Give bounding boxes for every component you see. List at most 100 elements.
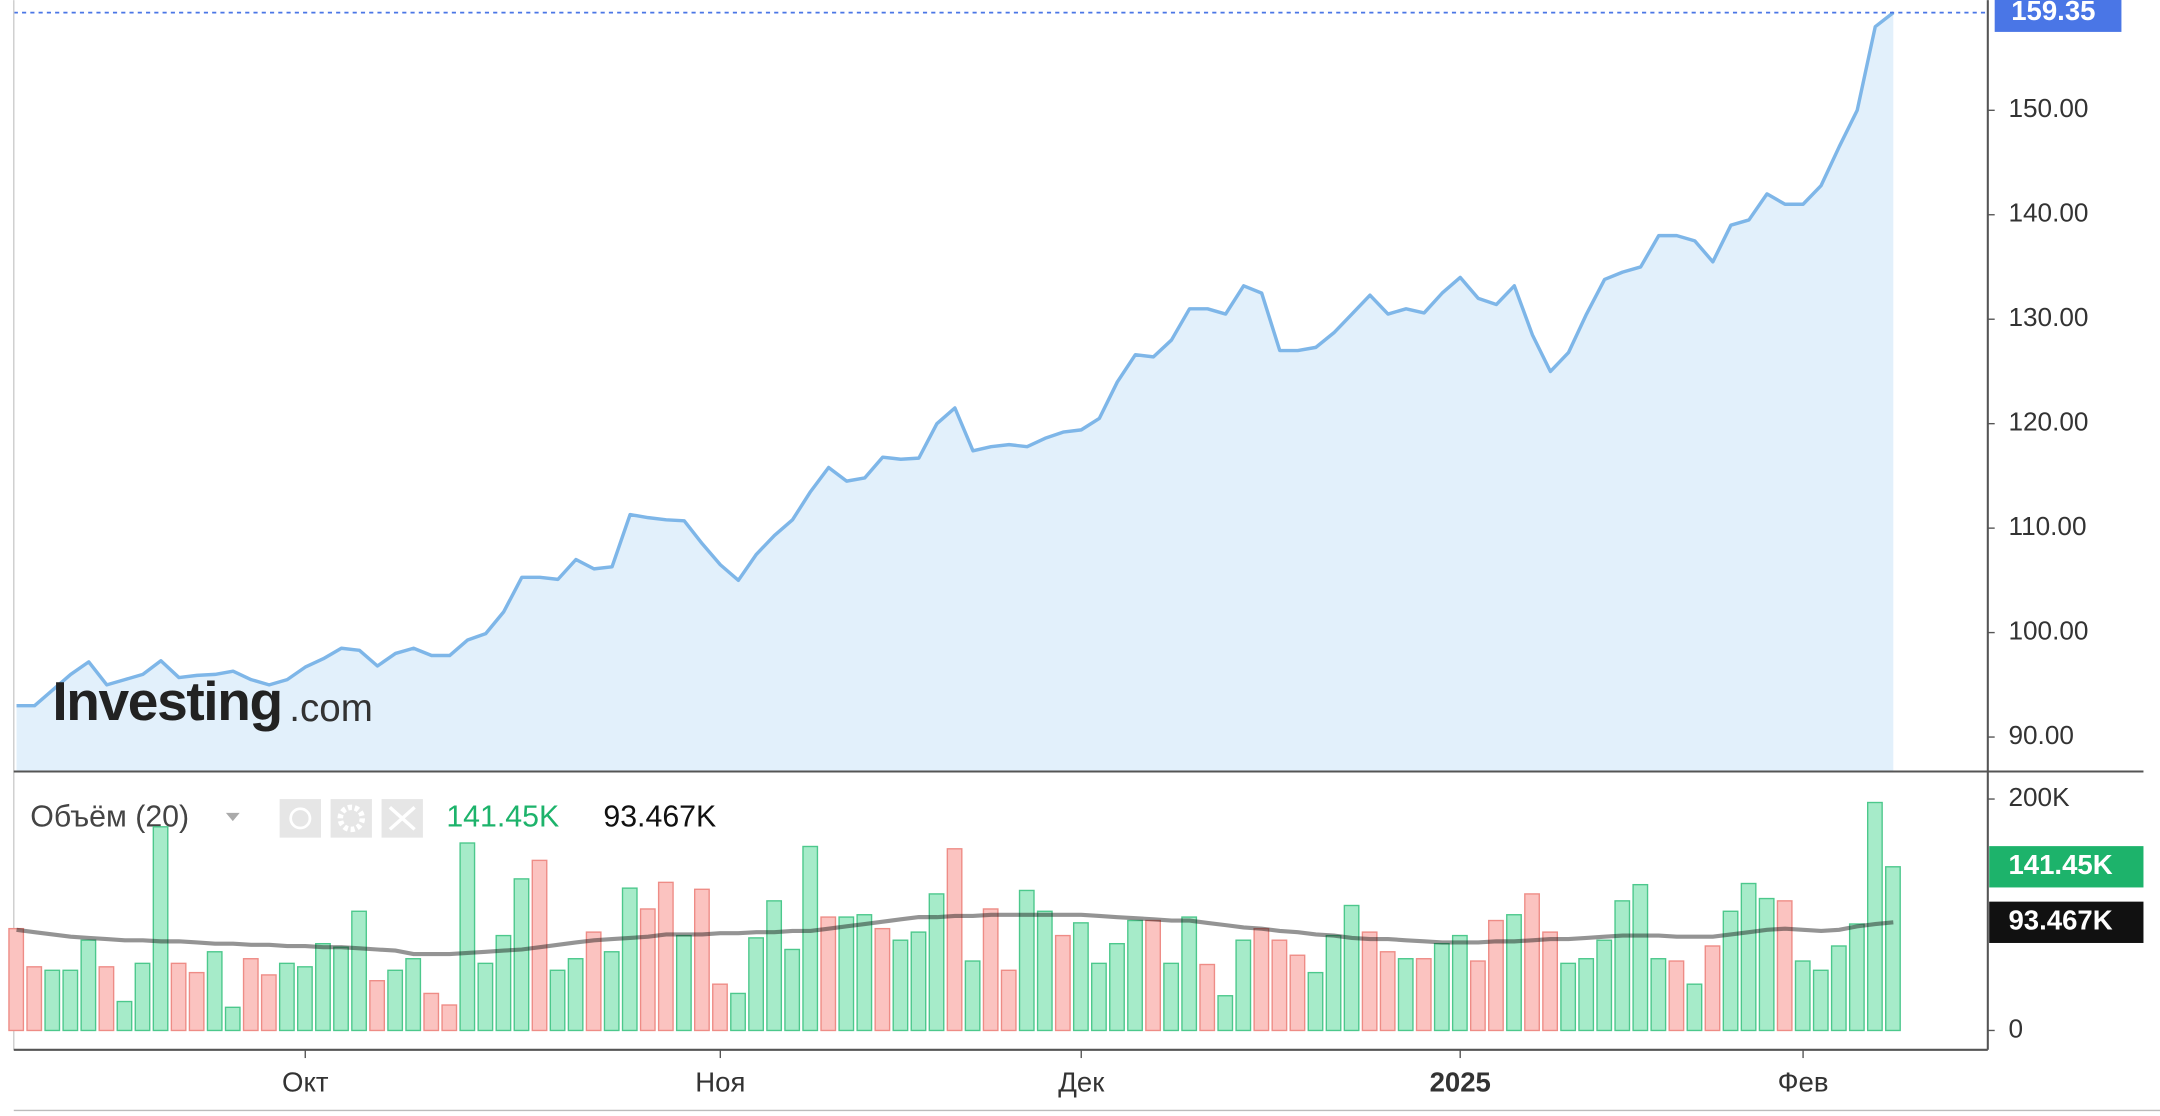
volume-bar — [1109, 942, 1125, 1032]
volume-bar — [513, 878, 530, 1032]
x-tick-label: 2025 — [1430, 1067, 1491, 1098]
volume-bar — [675, 934, 692, 1032]
volume-bar — [1632, 883, 1649, 1032]
volume-bar — [1289, 954, 1306, 1032]
volume-bar — [1181, 916, 1198, 1032]
volume-bar — [1325, 934, 1342, 1032]
volume-bar — [80, 939, 97, 1032]
volume-bar — [297, 966, 313, 1032]
volume-bar — [1018, 889, 1035, 1032]
volume-bar — [766, 900, 783, 1032]
last-price-label: 159.35 — [2011, 0, 2095, 26]
last-value-box — [1989, 846, 2144, 888]
y-tick-label: 0 — [2008, 1013, 2023, 1043]
volume-bar — [730, 992, 746, 1032]
volume-bar — [1722, 910, 1739, 1032]
volume-bar — [946, 848, 963, 1032]
x-tick-label: Дек — [1058, 1067, 1105, 1098]
last-value-label: 93.467K — [2008, 905, 2112, 936]
volume-bar — [188, 971, 205, 1032]
volume-bar — [1614, 900, 1631, 1032]
volume-bar — [1686, 983, 1703, 1032]
logo-suffix: .com — [289, 687, 373, 730]
volume-bar — [603, 951, 620, 1032]
volume-bar — [712, 983, 728, 1032]
volume-bar — [116, 1000, 133, 1032]
dropdown-arrow[interactable] — [225, 812, 240, 822]
volume-bar — [26, 966, 43, 1032]
volume-bar — [1379, 951, 1396, 1032]
volume-bar — [1885, 866, 1901, 1032]
eye-button[interactable] — [279, 799, 321, 838]
price-line — [16, 11, 1895, 708]
volume-bar — [856, 914, 873, 1032]
volume-bar — [1072, 922, 1089, 1032]
volume-bar — [441, 1004, 458, 1032]
volume-bar — [1163, 962, 1180, 1032]
volume-bar — [1758, 897, 1775, 1032]
volume-bar — [1451, 934, 1468, 1032]
volume-bar — [351, 910, 367, 1032]
volume-bar — [1542, 931, 1559, 1032]
last-value-label: 141.45K — [2008, 849, 2112, 880]
volume-bar — [820, 916, 837, 1032]
volume-bar — [1235, 939, 1252, 1032]
logo: Investing — [52, 670, 281, 732]
volume-bar — [152, 826, 169, 1032]
volume-bar — [224, 1006, 241, 1032]
price-panel: 90.00 100.00 110.00 120.00 130.00 140.00 150.0… — [13, 0, 2122, 772]
volume-bar — [170, 962, 187, 1032]
gear-icon — [337, 804, 366, 833]
volume-bar — [1650, 958, 1667, 1032]
y-tick-label: 140.00 — [2008, 198, 2088, 228]
volume-bar — [910, 931, 927, 1032]
volume-bar — [639, 908, 656, 1032]
y-tick-label: 130.00 — [2008, 302, 2088, 332]
volume-bar — [657, 881, 674, 1032]
y-tick-label: 100.00 — [2008, 615, 2088, 645]
y-tick-label: 120.00 — [2008, 407, 2088, 437]
volume-bar — [928, 893, 945, 1032]
volume-bar — [1397, 958, 1414, 1032]
volume-bar — [1704, 945, 1721, 1032]
volume-bar — [1488, 919, 1504, 1032]
volume-bar — [98, 966, 115, 1032]
volume-bar — [1091, 962, 1107, 1032]
volume-bar — [1469, 960, 1486, 1032]
volume-bar — [838, 916, 855, 1032]
volume-bar — [1253, 927, 1270, 1032]
x-tick-label: Фев — [1778, 1067, 1829, 1098]
y-tick-label: 200K — [2008, 782, 2070, 812]
ma-legend-value: 93.467K — [603, 800, 716, 833]
volume-bar — [585, 931, 602, 1032]
volume-legend-value: 141.45K — [446, 800, 559, 833]
volume-bar — [260, 974, 277, 1032]
volume-bar — [784, 948, 801, 1032]
x-tick-label: Окт — [282, 1067, 329, 1098]
volume-bar — [1415, 958, 1432, 1032]
volume-bar — [1866, 801, 1883, 1032]
volume-bar — [694, 888, 710, 1032]
volume-bar — [1596, 939, 1613, 1032]
volume-bar — [1054, 934, 1071, 1032]
volume-bar — [1668, 960, 1685, 1032]
x-tick-label: Ноя — [695, 1067, 745, 1098]
y-tick-label: 90.00 — [2008, 720, 2073, 750]
volume-bar — [1794, 960, 1811, 1032]
price-area — [16, 12, 1894, 772]
y-tick-label: 150.00 — [2008, 93, 2088, 123]
volume-bar — [1433, 942, 1450, 1032]
volume-bar — [1271, 939, 1288, 1032]
volume-bar — [1776, 900, 1793, 1032]
volume-ma-line — [16, 912, 1894, 957]
volume-bar — [1524, 893, 1540, 1032]
volume-bar — [423, 992, 440, 1032]
volume-bar — [1145, 919, 1161, 1032]
volume-bar — [315, 942, 331, 1032]
volume-bar — [369, 980, 386, 1032]
volume-bar — [242, 958, 259, 1032]
volume-bar — [1578, 958, 1595, 1032]
volume-bar — [964, 960, 981, 1032]
volume-bar — [1812, 969, 1829, 1032]
